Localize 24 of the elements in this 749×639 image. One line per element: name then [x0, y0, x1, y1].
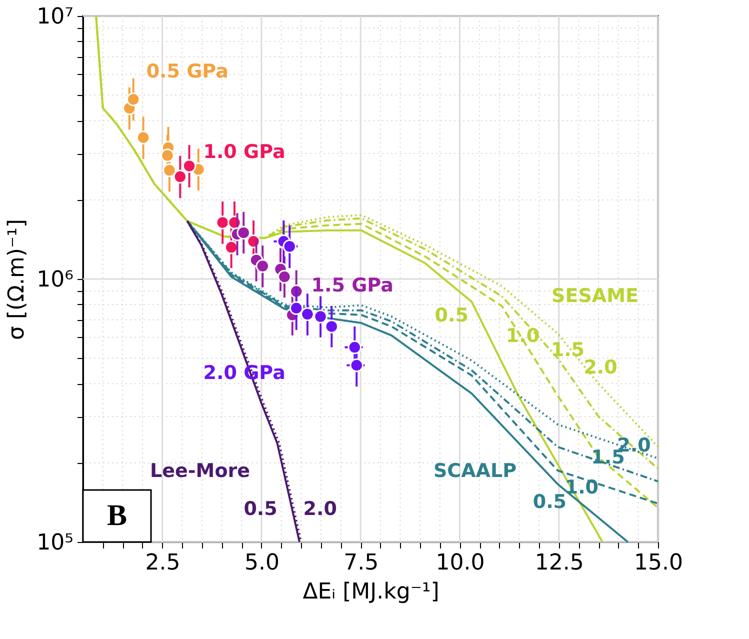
series-label: 2.0: [303, 498, 337, 520]
y-axis-title: σ [(Ω.m)⁻¹]: [4, 219, 30, 340]
series-label: 1.5: [550, 339, 585, 362]
x-axis-title: ΔEᵢ [MJ.kg⁻¹]: [302, 580, 440, 604]
x-tick-label: 5.0: [244, 550, 280, 576]
annotation: Lee-More: [150, 460, 250, 482]
series-label: 1.5 GPa: [311, 274, 394, 296]
y-tick-label: 10⁶: [36, 268, 74, 292]
x-tick-label: 10.0: [436, 550, 485, 576]
y-tick-label: 10⁷: [36, 4, 74, 30]
x-tick-label: 15.0: [634, 550, 683, 576]
series-label: 0.5 GPa: [146, 60, 228, 82]
series-label: 0.5: [244, 498, 278, 520]
x-tick-label: 12.5: [534, 550, 584, 576]
series-label: 0.5: [532, 491, 567, 514]
x-tick-label: 7.5: [344, 550, 379, 576]
y-tick-label: 10⁵: [36, 530, 74, 556]
annotation: SESAME: [552, 285, 638, 307]
series-label: 1.0 GPa: [203, 140, 286, 163]
x-tick-label: 2.5: [145, 550, 180, 576]
series-label: 2.0: [584, 356, 618, 379]
annotation: B: [106, 499, 128, 532]
series-label: 0.5: [434, 304, 468, 327]
annotation: SCAALP: [433, 460, 517, 482]
